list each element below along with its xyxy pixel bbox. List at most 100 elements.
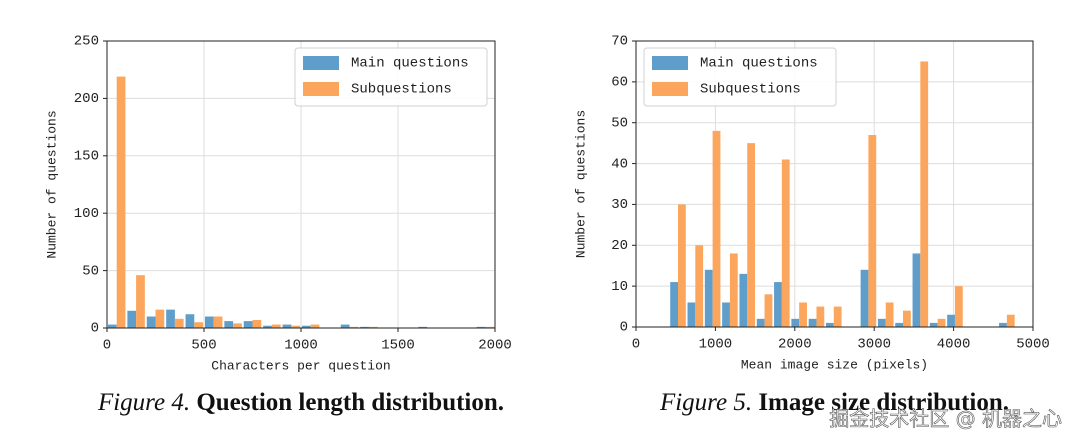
x-tick-label: 2000 bbox=[778, 337, 812, 353]
legend-swatch bbox=[303, 56, 339, 70]
bar bbox=[136, 275, 145, 328]
bar bbox=[340, 324, 350, 328]
legend-label: Main questions bbox=[700, 56, 818, 72]
legend-label: Subquestions bbox=[351, 82, 452, 98]
bar bbox=[263, 325, 272, 328]
bar bbox=[233, 323, 242, 328]
bar bbox=[704, 269, 713, 327]
bar bbox=[929, 322, 938, 327]
x-tick-label: 4000 bbox=[937, 337, 971, 353]
bar bbox=[213, 316, 223, 328]
bar bbox=[166, 309, 175, 328]
bar bbox=[722, 302, 730, 327]
bar bbox=[146, 316, 156, 328]
caption-text: Question length distribution. bbox=[196, 389, 504, 416]
bar bbox=[756, 318, 765, 327]
bar bbox=[174, 318, 184, 328]
bar bbox=[252, 319, 262, 328]
bar bbox=[774, 282, 782, 327]
x-tick-label: 500 bbox=[191, 338, 216, 354]
y-tick-label: 250 bbox=[74, 34, 99, 50]
x-tick-label: 5000 bbox=[1016, 337, 1050, 353]
x-tick-label: 2000 bbox=[478, 338, 512, 354]
figure-label: Figure 5. bbox=[659, 389, 752, 416]
bar bbox=[271, 324, 281, 328]
y-axis-label: Number of questions bbox=[44, 110, 59, 258]
x-tick-label: 1000 bbox=[284, 338, 318, 354]
x-tick-label: 1500 bbox=[381, 338, 415, 354]
bar bbox=[485, 326, 495, 328]
caption-text: Image size distribution. bbox=[758, 389, 1009, 416]
bar bbox=[999, 322, 1007, 327]
legend-box bbox=[643, 47, 837, 107]
bar bbox=[877, 318, 886, 327]
bar bbox=[310, 324, 320, 328]
x-tick-label: 1000 bbox=[699, 337, 733, 353]
x-axis-label: Characters per question bbox=[211, 358, 390, 373]
y-tick-label: 60 bbox=[611, 75, 628, 91]
bar bbox=[747, 143, 756, 327]
bar bbox=[687, 302, 696, 327]
y-tick-label: 150 bbox=[74, 149, 99, 165]
bar bbox=[349, 326, 359, 328]
bar bbox=[912, 253, 921, 327]
bar bbox=[860, 269, 869, 327]
bar bbox=[243, 321, 253, 328]
legend-swatch bbox=[652, 82, 688, 96]
bar bbox=[937, 318, 946, 327]
bar bbox=[116, 76, 126, 328]
x-tick-label: 3000 bbox=[857, 337, 891, 353]
x-tick-label: 0 bbox=[103, 338, 111, 354]
caption: Figure 5. Image size distribution. bbox=[659, 389, 1009, 416]
bar bbox=[695, 245, 704, 327]
bar bbox=[885, 302, 894, 327]
bar bbox=[947, 314, 955, 327]
bar bbox=[903, 310, 911, 327]
bar bbox=[808, 318, 817, 327]
y-tick-label: 50 bbox=[82, 263, 99, 279]
y-tick-label: 30 bbox=[611, 197, 628, 213]
x-axis-label: Mean image size (pixels) bbox=[741, 357, 928, 372]
legend-swatch bbox=[303, 82, 339, 96]
plot-frame bbox=[106, 40, 496, 329]
y-tick-label: 10 bbox=[611, 279, 628, 295]
bar bbox=[799, 302, 807, 327]
bar bbox=[729, 253, 738, 327]
legend-swatch bbox=[652, 56, 688, 70]
bar bbox=[1006, 314, 1015, 327]
bar bbox=[224, 321, 234, 328]
bar bbox=[895, 322, 904, 327]
bar bbox=[670, 282, 679, 327]
y-tick-label: 0 bbox=[91, 321, 99, 337]
bar bbox=[282, 324, 292, 328]
plot-frame bbox=[635, 40, 1034, 328]
bar bbox=[204, 316, 214, 328]
bar bbox=[678, 204, 686, 327]
bar bbox=[360, 326, 369, 328]
figure-label: Figure 4. bbox=[97, 389, 190, 416]
y-tick-label: 50 bbox=[611, 115, 628, 131]
bar bbox=[418, 326, 428, 328]
bar bbox=[291, 325, 301, 328]
y-tick-label: 70 bbox=[611, 34, 628, 50]
bar bbox=[781, 159, 790, 327]
y-tick-label: 200 bbox=[74, 91, 99, 107]
watermark: 掘金技术社区 @ 机器之心 bbox=[829, 407, 1062, 431]
bar bbox=[712, 130, 721, 327]
bar bbox=[476, 326, 486, 328]
y-tick-label: 0 bbox=[620, 320, 628, 336]
bar bbox=[833, 306, 842, 327]
bar bbox=[764, 294, 773, 327]
bar bbox=[791, 318, 800, 327]
bar bbox=[185, 314, 195, 328]
legend-label: Subquestions bbox=[700, 82, 801, 98]
x-tick-label: 0 bbox=[632, 337, 640, 353]
legend-box bbox=[294, 47, 488, 107]
bar bbox=[816, 306, 825, 327]
bar bbox=[868, 134, 877, 327]
bar bbox=[825, 322, 834, 327]
bar bbox=[954, 286, 963, 327]
bar bbox=[368, 326, 378, 328]
bar bbox=[739, 273, 748, 327]
